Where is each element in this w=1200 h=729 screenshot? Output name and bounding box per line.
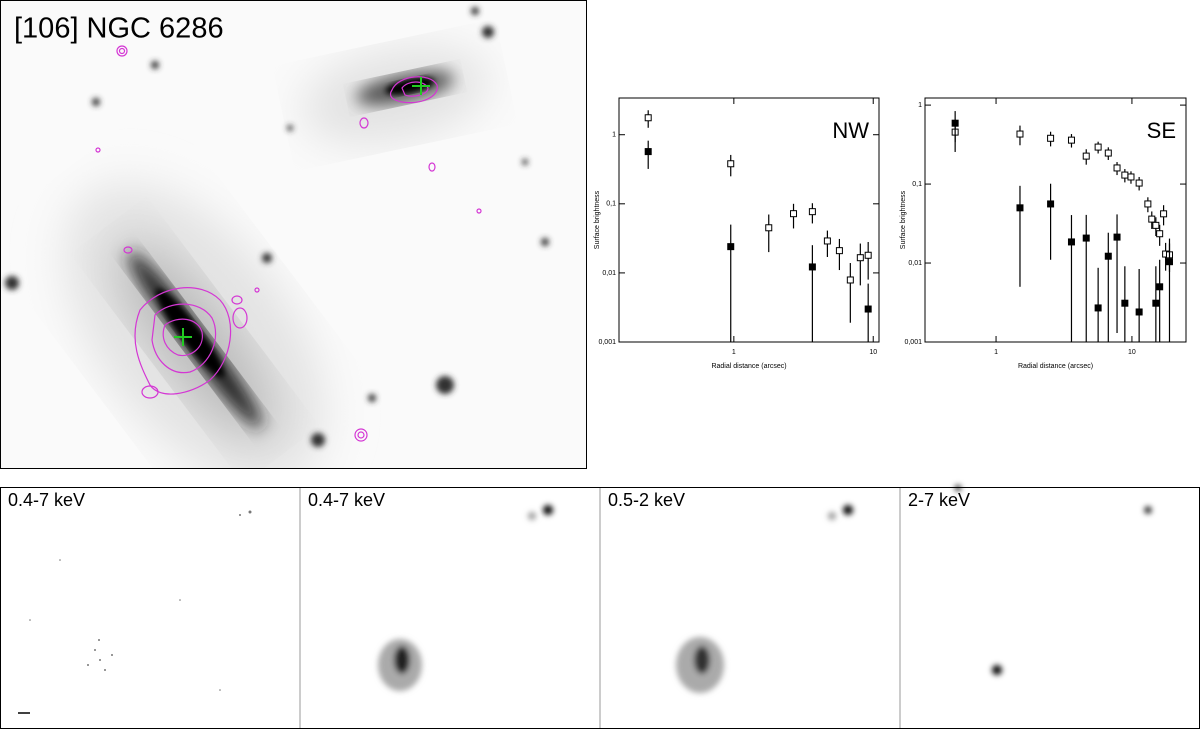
data-point <box>1160 210 1168 218</box>
x-tick-label: 10 <box>869 349 877 356</box>
x-tick-label: 1 <box>994 349 998 356</box>
y-tick-label: 0,001 <box>598 339 616 346</box>
data-point <box>1148 215 1156 223</box>
data-point <box>644 114 652 122</box>
data-point <box>1067 238 1075 246</box>
plot-frame <box>618 97 880 343</box>
data-point <box>1121 171 1129 179</box>
data-point <box>1094 143 1102 151</box>
y-tick-label: 0,1 <box>912 181 922 188</box>
y-axis-label: Surface brightness <box>594 190 601 249</box>
data-point <box>1156 283 1164 291</box>
x-axis-label: Radial distance (arcsec) <box>711 363 786 370</box>
y-tick-label: 0,1 <box>606 201 616 208</box>
data-point <box>808 208 816 216</box>
data-point <box>765 224 773 232</box>
data-point <box>1127 173 1135 181</box>
data-point <box>790 210 798 218</box>
y-tick-label: 0,01 <box>908 260 922 267</box>
data-point <box>1016 204 1024 212</box>
data-point <box>1067 136 1075 144</box>
data-point <box>856 254 864 262</box>
panel-label: 2-7 keV <box>908 490 970 510</box>
data-point <box>1144 200 1152 208</box>
panel-title: NW <box>832 118 869 143</box>
x-axis-label: Radial distance (arcsec) <box>1018 363 1093 370</box>
data-point <box>1135 179 1143 187</box>
data-point <box>823 237 831 245</box>
data-point <box>1047 134 1055 142</box>
data-point <box>1121 299 1129 307</box>
data-point <box>1135 308 1143 316</box>
data-point <box>1082 152 1090 160</box>
image-title: [106] NGC 6286 <box>14 13 224 45</box>
plot-frame <box>924 97 1187 343</box>
data-point <box>1113 233 1121 241</box>
y-axis-label: Surface brightness <box>900 190 907 249</box>
data-point <box>1165 258 1173 266</box>
image-frame <box>0 0 587 469</box>
data-point <box>808 263 816 271</box>
xray-panels <box>0 485 1200 729</box>
data-point <box>846 276 854 284</box>
data-point <box>864 251 872 259</box>
y-tick-label: 1 <box>612 132 616 139</box>
data-point <box>1047 200 1055 208</box>
data-point <box>1104 149 1112 157</box>
data-point <box>1082 234 1090 242</box>
y-tick-label: 0,001 <box>904 339 922 346</box>
panel-label: 0.4-7 keV <box>8 490 85 510</box>
data-point <box>1104 252 1112 260</box>
y-tick-label: 0,01 <box>602 270 616 277</box>
data-point <box>1094 304 1102 312</box>
panel-title: SE <box>1147 118 1176 143</box>
data-point <box>1113 164 1121 172</box>
data-point <box>727 160 735 168</box>
data-point <box>835 247 843 255</box>
data-point <box>644 148 652 156</box>
panel-label: 0.5-2 keV <box>608 490 685 510</box>
optical-image <box>1 1 586 468</box>
data-point <box>727 243 735 251</box>
x-tick-label: 1 <box>732 349 736 356</box>
y-tick-label: 1 <box>918 102 922 109</box>
panel-label: 0.4-7 keV <box>308 490 385 510</box>
data-point <box>1156 230 1164 238</box>
data-point <box>1152 221 1160 229</box>
data-point <box>864 305 872 313</box>
data-point <box>1016 130 1024 138</box>
data-point <box>1152 299 1160 307</box>
data-point <box>951 119 959 127</box>
x-tick-label: 10 <box>1128 349 1136 356</box>
